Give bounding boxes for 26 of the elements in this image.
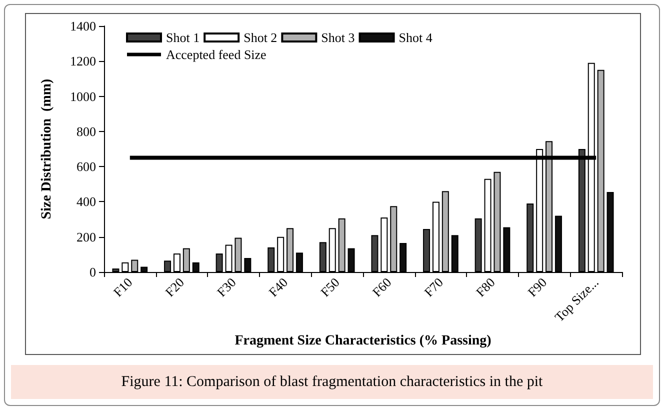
x-tick-label: F50 bbox=[318, 274, 342, 300]
legend-label: Shot 2 bbox=[244, 30, 278, 45]
x-tick-label: F30 bbox=[214, 274, 239, 300]
x-tick-label: F40 bbox=[266, 274, 291, 300]
x-tick-label: F20 bbox=[162, 274, 188, 300]
legend-label: Accepted feed Size bbox=[166, 47, 267, 62]
y-axis-title: Size Distribution (mm) bbox=[40, 78, 54, 220]
x-tick-label: F60 bbox=[369, 274, 394, 300]
y-tick-label: 1200 bbox=[70, 54, 96, 69]
y-tick-label: 0 bbox=[90, 264, 96, 280]
x-tick-label: F80 bbox=[472, 274, 498, 300]
y-tick-label: 400 bbox=[76, 194, 96, 210]
legend-label: Shot 3 bbox=[321, 30, 355, 45]
x-tick-label: F90 bbox=[524, 274, 550, 300]
y-tick-label: 800 bbox=[76, 124, 96, 139]
x-axis-title: Fragment Size Characteristics (% Passing) bbox=[234, 334, 492, 348]
y-tick-label: 1400 bbox=[70, 18, 96, 34]
caption: Figure 11: Comparison of blast fragmentation characteristics in the pit bbox=[11, 365, 653, 399]
y-tick-label: 200 bbox=[76, 229, 96, 244]
x-tick-label: F10 bbox=[110, 274, 136, 300]
x-tick-label: F70 bbox=[421, 274, 446, 300]
legend-label: Shot 4 bbox=[398, 30, 433, 45]
y-tick-label: 600 bbox=[76, 159, 96, 174]
legend-label: Shot 1 bbox=[166, 30, 200, 45]
x-tick-label: Top Size... bbox=[552, 274, 602, 324]
y-tick-label: 1000 bbox=[70, 88, 96, 104]
